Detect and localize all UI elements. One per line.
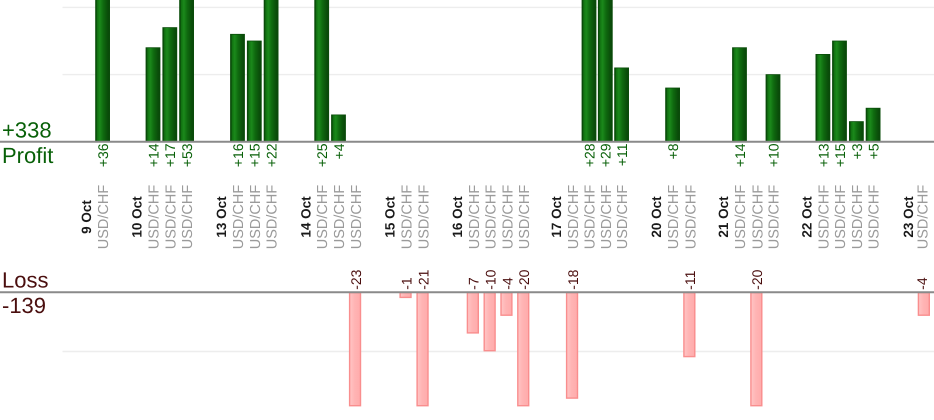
svg-text:-23: -23 — [348, 269, 364, 289]
svg-text:USD/CHF: USD/CHF — [417, 185, 433, 250]
svg-text:+4: +4 — [331, 143, 347, 159]
svg-text:+29: +29 — [598, 143, 614, 167]
svg-text:USD/CHF: USD/CHF — [484, 185, 500, 250]
svg-text:+17: +17 — [162, 143, 178, 167]
svg-text:USD/CHF: USD/CHF — [867, 185, 883, 250]
svg-text:22 Oct: 22 Oct — [800, 196, 815, 238]
svg-text:+15: +15 — [832, 143, 848, 167]
svg-text:+13: +13 — [815, 143, 831, 167]
svg-text:USD/CHF: USD/CHF — [767, 185, 783, 250]
svg-text:Profit: Profit — [2, 143, 53, 168]
svg-text:USD/CHF: USD/CHF — [566, 185, 582, 250]
svg-text:-11: -11 — [682, 270, 698, 289]
svg-text:+16: +16 — [230, 143, 246, 167]
svg-text:23 Oct: 23 Oct — [901, 196, 916, 238]
svg-text:+5: +5 — [866, 143, 882, 159]
svg-text:-21: -21 — [415, 269, 431, 289]
svg-text:USD/CHF: USD/CHF — [400, 185, 416, 250]
svg-text:14 Oct: 14 Oct — [298, 196, 313, 238]
svg-text:USD/CHF: USD/CHF — [180, 185, 196, 250]
svg-text:USD/CHF: USD/CHF — [583, 185, 599, 250]
svg-text:USD/CHF: USD/CHF — [683, 185, 699, 250]
svg-text:-20: -20 — [516, 269, 532, 289]
svg-text:USD/CHF: USD/CHF — [147, 185, 163, 250]
svg-text:+22: +22 — [264, 143, 280, 167]
svg-text:-4: -4 — [499, 277, 515, 290]
svg-text:+3: +3 — [849, 143, 865, 159]
svg-text:9 Oct: 9 Oct — [79, 200, 94, 234]
svg-text:USD/CHF: USD/CHF — [315, 185, 331, 250]
svg-text:USD/CHF: USD/CHF — [750, 185, 766, 250]
svg-text:USD/CHF: USD/CHF — [96, 185, 112, 250]
svg-text:-7: -7 — [466, 277, 482, 290]
svg-text:USD/CHF: USD/CHF — [500, 185, 516, 250]
svg-text:+11: +11 — [614, 143, 630, 166]
svg-text:-20: -20 — [749, 269, 765, 289]
svg-text:+53: +53 — [179, 143, 195, 167]
svg-text:USD/CHF: USD/CHF — [349, 185, 365, 250]
svg-text:USD/CHF: USD/CHF — [265, 185, 281, 250]
svg-text:-1: -1 — [398, 277, 414, 290]
svg-text:USD/CHF: USD/CHF — [163, 185, 179, 250]
svg-text:15 Oct: 15 Oct — [383, 196, 398, 238]
svg-text:+36: +36 — [95, 143, 111, 167]
svg-text:16 Oct: 16 Oct — [450, 196, 465, 238]
svg-text:+14: +14 — [145, 143, 161, 167]
svg-text:+8: +8 — [665, 143, 681, 159]
svg-text:+10: +10 — [765, 143, 781, 167]
svg-text:+28: +28 — [581, 143, 597, 167]
svg-text:USD/CHF: USD/CHF — [915, 185, 931, 250]
svg-text:USD/CHF: USD/CHF — [517, 185, 533, 250]
svg-text:USD/CHF: USD/CHF — [467, 185, 483, 250]
svg-text:-10: -10 — [483, 269, 499, 289]
svg-text:17 Oct: 17 Oct — [549, 196, 564, 238]
svg-text:USD/CHF: USD/CHF — [332, 185, 348, 250]
svg-text:20 Oct: 20 Oct — [649, 196, 664, 238]
svg-text:USD/CHF: USD/CHF — [850, 185, 866, 250]
svg-text:USD/CHF: USD/CHF — [615, 185, 631, 250]
svg-text:USD/CHF: USD/CHF — [248, 185, 264, 250]
svg-text:+14: +14 — [732, 143, 748, 167]
svg-text:USD/CHF: USD/CHF — [833, 185, 849, 250]
svg-text:+338: +338 — [2, 118, 52, 143]
svg-text:USD/CHF: USD/CHF — [599, 185, 615, 250]
svg-text:10 Oct: 10 Oct — [130, 196, 145, 238]
svg-text:21 Oct: 21 Oct — [716, 196, 731, 238]
svg-text:13 Oct: 13 Oct — [214, 196, 229, 238]
svg-text:-4: -4 — [914, 277, 930, 290]
svg-text:USD/CHF: USD/CHF — [666, 185, 682, 250]
svg-text:-18: -18 — [565, 269, 581, 289]
svg-text:Loss: Loss — [2, 268, 48, 293]
svg-text:USD/CHF: USD/CHF — [733, 185, 749, 250]
svg-text:+15: +15 — [247, 143, 263, 167]
svg-text:USD/CHF: USD/CHF — [231, 185, 247, 250]
svg-text:-139: -139 — [2, 293, 46, 318]
svg-text:USD/CHF: USD/CHF — [816, 185, 832, 250]
svg-text:+25: +25 — [314, 143, 330, 167]
